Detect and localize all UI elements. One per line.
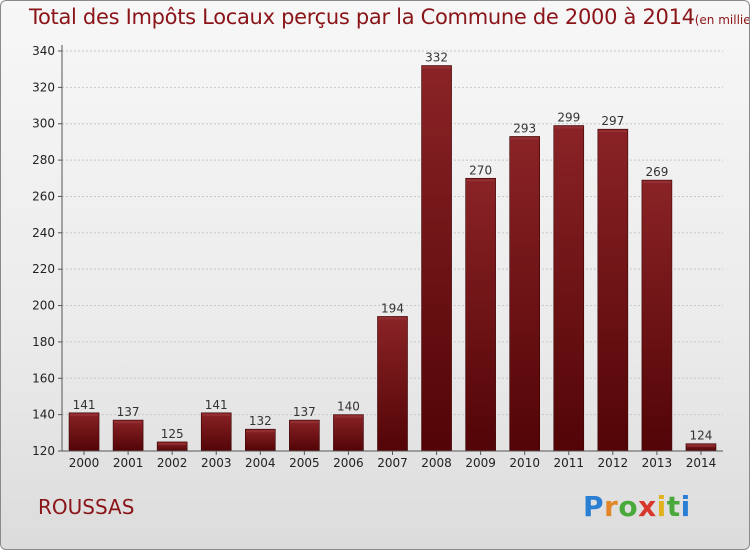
bar-highlight: [554, 126, 583, 129]
x-tick-label-2003: 2003: [201, 456, 232, 470]
y-tick-label: 160: [32, 371, 55, 385]
y-tick-label: 140: [32, 408, 55, 422]
bar-2007: [377, 316, 408, 452]
value-label-2005: 137: [293, 405, 316, 419]
bar-2005: [289, 419, 320, 452]
x-tick-label-2013: 2013: [642, 456, 673, 470]
chart-title-text: Total des Impôts Locaux perçus par la Co…: [29, 5, 695, 29]
chart-title: Total des Impôts Locaux perçus par la Co…: [29, 5, 750, 29]
value-label-2011: 299: [557, 111, 580, 125]
logo-letter: t: [666, 490, 681, 523]
y-tick-label: 200: [32, 299, 55, 313]
y-tick-label: 320: [32, 80, 55, 94]
value-label-2003: 141: [205, 398, 228, 412]
x-tick-label-2012: 2012: [598, 456, 629, 470]
value-label-2013: 269: [645, 165, 668, 179]
logo-letter: P: [583, 490, 605, 523]
bar-2000: [68, 412, 100, 452]
bar-highlight: [246, 430, 275, 433]
bar-2001: [112, 419, 144, 452]
bar-2011: [553, 125, 585, 452]
bar-highlight: [378, 317, 407, 320]
x-tick-label-2014: 2014: [686, 456, 717, 470]
x-tick-label-2011: 2011: [553, 456, 584, 470]
bar-2008: [421, 65, 452, 452]
x-tick-label-2009: 2009: [465, 456, 496, 470]
x-tick-label-2008: 2008: [421, 456, 452, 470]
chart-unit: (en milliers d'€): [694, 13, 750, 27]
x-tick-label-2002: 2002: [157, 456, 188, 470]
logo-letter: i: [680, 490, 691, 523]
x-tick-label-2004: 2004: [245, 456, 276, 470]
logo-letter: r: [604, 490, 619, 523]
commune-name: ROUSSAS: [38, 495, 135, 519]
x-tick-label-2005: 2005: [289, 456, 320, 470]
bar-highlight: [642, 181, 671, 184]
y-tick-label: 240: [32, 226, 55, 240]
bar-highlight: [70, 413, 99, 416]
value-label-2000: 141: [73, 398, 96, 412]
value-label-2007: 194: [381, 301, 404, 315]
value-label-2004: 132: [249, 414, 272, 428]
bar-2006: [333, 414, 364, 452]
bar-highlight: [202, 413, 231, 416]
bar-highlight: [334, 415, 363, 418]
y-tick-label: 120: [32, 444, 55, 458]
x-tick-label-2010: 2010: [509, 456, 540, 470]
bar-highlight: [466, 179, 495, 182]
x-tick-label-2000: 2000: [69, 456, 100, 470]
x-tick-label-2006: 2006: [333, 456, 364, 470]
y-tick-label: 280: [32, 153, 55, 167]
value-label-2010: 293: [513, 121, 536, 135]
y-tick-label: 300: [32, 117, 55, 131]
bar-highlight: [422, 66, 451, 69]
bar-highlight: [290, 421, 319, 424]
bar-highlight: [686, 444, 715, 447]
y-tick-label: 340: [32, 44, 55, 58]
bar-2009: [465, 177, 496, 452]
bar-highlight: [510, 137, 539, 140]
bar-2003: [200, 412, 232, 452]
bar-highlight: [158, 442, 187, 445]
y-tick-label: 180: [32, 335, 55, 349]
value-label-2008: 332: [425, 51, 448, 65]
bar-2010: [509, 136, 541, 452]
bar-2013: [641, 179, 673, 452]
bar-2004: [245, 428, 276, 452]
x-tick-label-2007: 2007: [377, 456, 408, 470]
value-label-2006: 140: [337, 400, 360, 414]
y-tick-label: 260: [32, 189, 55, 203]
bar-highlight: [114, 421, 143, 424]
bar-2012: [597, 128, 629, 452]
value-label-2002: 125: [161, 427, 184, 441]
proxiti-logo: Proxiti: [583, 490, 691, 523]
bar-highlight: [598, 130, 627, 133]
value-label-2012: 297: [601, 114, 624, 128]
logo-letter: o: [618, 490, 639, 523]
x-tick-label-2001: 2001: [113, 456, 144, 470]
logo-letter: x: [638, 490, 657, 523]
value-label-2001: 137: [117, 405, 140, 419]
value-label-2014: 124: [690, 429, 713, 443]
y-tick-label: 220: [32, 262, 55, 276]
logo-letter: i: [656, 490, 667, 523]
value-label-2009: 270: [469, 163, 492, 177]
